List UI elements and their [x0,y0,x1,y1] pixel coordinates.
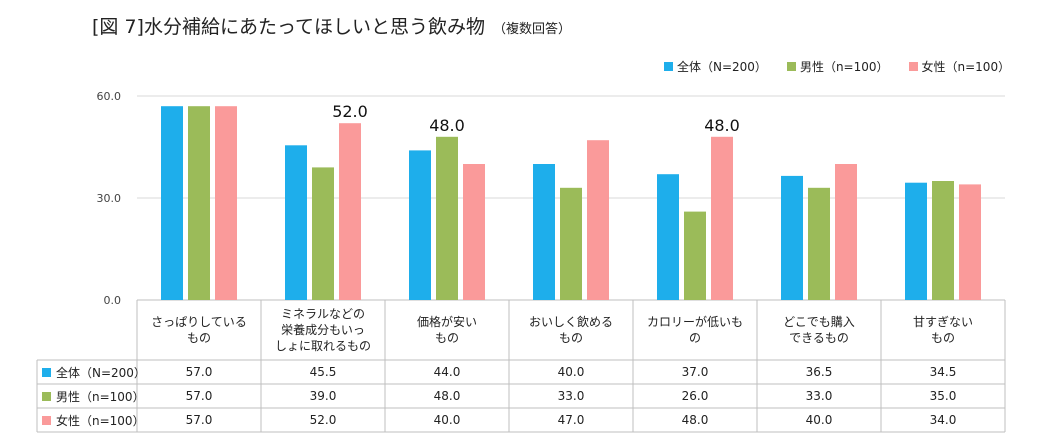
x-category-label-line: ミネラルなどの [280,307,365,321]
x-category-label: ミネラルなどの 栄養成分もいっ しょに取れるもの [261,306,385,354]
bar [312,167,334,300]
table-cell: 37.0 [681,365,709,379]
table-row-label: 女性（n=100） [42,412,145,428]
bar [533,164,555,300]
legend-label-female: 女性（n=100） [921,60,1011,74]
table-cell: 39.0 [309,389,337,403]
legend-swatch-all [664,62,673,71]
x-category-label-line: 価格が安い [416,315,477,329]
table-row-swatch [42,415,51,425]
legend-item-female: 女性（n=100） [908,58,1011,75]
bar [161,106,183,300]
bar [711,136,733,300]
table-cell: 40.0 [557,365,585,379]
x-category-label: 甘すぎない もの [881,314,1005,346]
bar [463,164,485,300]
bar [905,182,927,300]
table-row-name: 女性（n=100） [56,413,145,428]
table-cell: 36.5 [805,365,833,379]
y-tick-label: 30.0 [97,192,122,205]
x-category-label-line: の [688,331,701,345]
bar [835,164,857,300]
bar [409,150,431,300]
table-cell: 57.0 [185,413,213,427]
chart-title-note: （複数回答） [493,22,572,37]
bar-annotation: 48.0 [429,116,465,135]
table-cell: 35.0 [929,389,957,403]
legend-label-male: 男性（n=100） [799,60,889,74]
legend-label-all: 全体（N=200） [677,60,767,74]
table-cell: 47.0 [557,413,585,427]
bar [657,174,679,300]
table-cell: 34.0 [929,413,957,427]
legend-item-male: 男性（n=100） [786,58,889,75]
table-cell: 34.5 [929,365,957,379]
bar-annotation: 48.0 [704,116,740,135]
bar [436,136,458,300]
chart-title-text: [図 7]水分補給にあたってほしいと思う飲み物 [92,16,486,38]
x-category-label-line: おいしく飲める [528,315,613,329]
bar [560,187,582,300]
bar [684,211,706,300]
legend: 全体（N=200） 男性（n=100） 女性（n=100） [664,58,1010,75]
x-category-label-line: できるもの [789,331,849,345]
table-cell: 57.0 [185,365,213,379]
table-cell: 33.0 [805,389,833,403]
x-category-label-line: 栄養成分もいっ [281,323,365,337]
table-cell: 48.0 [681,413,709,427]
table-row-label: 全体（N=200） [42,364,146,380]
bar [932,181,954,300]
chart-title: [図 7]水分補給にあたってほしいと思う飲み物 （複数回答） [92,12,571,39]
table-cell: 40.0 [805,413,833,427]
table-cell: 40.0 [433,413,461,427]
table-cell: 26.0 [681,389,709,403]
table-row-swatch [42,391,51,401]
table-cell: 52.0 [309,413,337,427]
table-cell: 33.0 [557,389,585,403]
x-category-label-line: もの [930,331,955,345]
x-category-label: カロリーが低いもの [633,314,757,346]
x-category-label-line: もの [558,331,583,345]
x-category-label-line: どこでも購入 [783,315,855,329]
x-category-label-line: さっぱりしている [151,315,247,329]
table-cell: 57.0 [185,389,213,403]
table-row-swatch [42,367,51,377]
legend-swatch-male [786,62,796,71]
table-cell: 48.0 [433,389,461,403]
x-category-label-line: 甘すぎない [912,315,973,329]
x-category-label: どこでも購入 できるもの [757,314,881,346]
table-cell: 44.0 [433,365,461,379]
bar [188,106,210,300]
legend-item-all: 全体（N=200） [664,58,767,75]
table-row-name: 男性（n=100） [56,389,145,404]
x-category-label-line: カロリーが低いも [646,315,743,329]
bar [959,184,981,300]
x-category-label-line: もの [434,331,459,345]
legend-swatch-female [908,62,918,71]
table-row-label: 男性（n=100） [42,388,145,404]
y-tick-label: 60.0 [97,90,122,103]
y-tick-label: 0.0 [104,294,122,307]
bar [587,140,609,300]
bar [339,123,361,300]
bar [781,175,803,300]
bar [215,106,237,300]
x-category-label: 価格が安い もの [385,314,509,346]
x-category-label-line: もの [186,331,211,345]
x-category-label-line: しょに取れるもの [274,339,371,353]
bar [285,145,307,300]
bar-annotation: 52.0 [332,102,368,121]
x-category-label: さっぱりしている もの [137,314,261,346]
table-row-name: 全体（N=200） [56,365,146,380]
x-category-label: おいしく飲める もの [509,314,633,346]
bar [808,187,830,300]
table-cell: 45.5 [309,365,337,379]
